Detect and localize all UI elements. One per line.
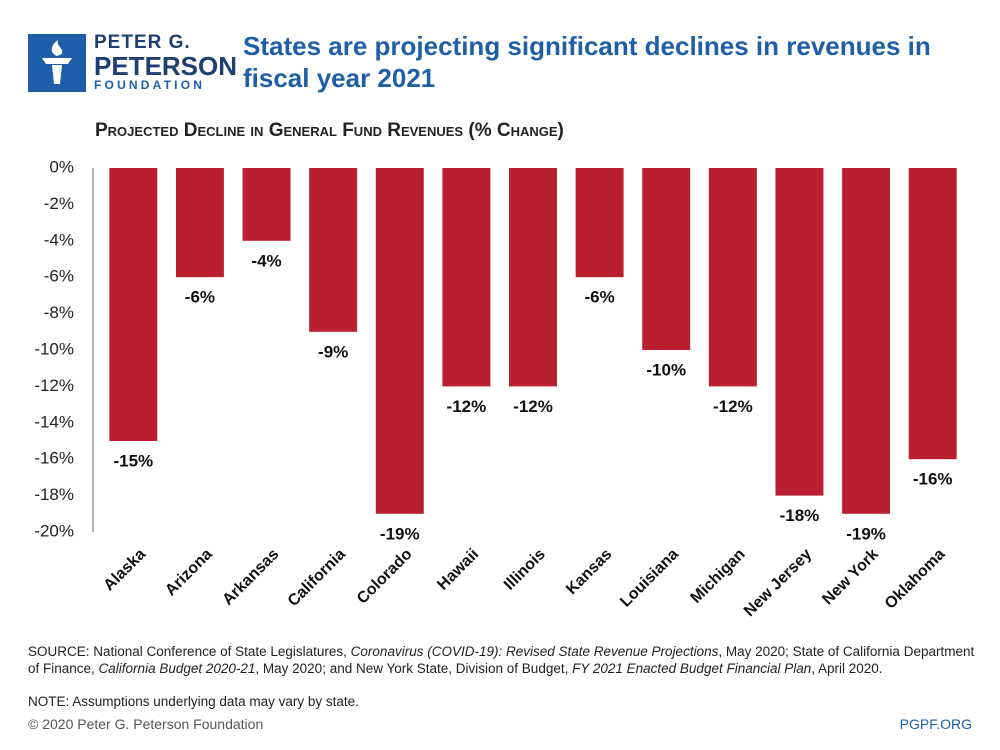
bar xyxy=(375,168,424,514)
y-tick-label: -8% xyxy=(44,303,74,322)
y-tick-label: -2% xyxy=(44,194,74,213)
value-label: -10% xyxy=(646,360,686,379)
x-tick-label: California xyxy=(285,546,349,610)
bar xyxy=(642,168,691,350)
y-tick-label: -16% xyxy=(34,449,74,468)
bar xyxy=(309,168,358,332)
x-tick-label: Colorado xyxy=(354,546,416,608)
value-label: -15% xyxy=(113,451,153,470)
logo-line: PETER G. xyxy=(94,32,191,53)
value-label: -19% xyxy=(846,524,886,543)
value-label: -19% xyxy=(380,524,420,543)
value-label: -16% xyxy=(913,470,953,489)
source-segment: , May 2020; and New York State, Division… xyxy=(255,661,573,676)
x-tick-label: Michigan xyxy=(688,546,749,607)
torch-icon xyxy=(42,40,72,84)
logo-line: PETERSON xyxy=(94,51,238,81)
bar xyxy=(242,168,291,241)
y-tick-label: -4% xyxy=(44,230,74,249)
source-segment: SOURCE: National Conference of State Leg… xyxy=(28,644,351,659)
chart-subtitle: Projected Decline in General Fund Revenu… xyxy=(95,120,564,141)
bar xyxy=(442,168,491,387)
copyright: © 2020 Peter G. Peterson Foundation xyxy=(28,716,264,732)
source-segment: , April 2020. xyxy=(811,661,883,676)
bar xyxy=(842,168,891,514)
source-note: SOURCE: National Conference of State Leg… xyxy=(28,643,978,677)
x-tick-label: Hawaii xyxy=(434,546,482,594)
source-segment: Coronavirus (COVID-19): Revised State Re… xyxy=(350,644,719,659)
x-tick-label: New York xyxy=(819,546,882,609)
bar xyxy=(708,168,757,387)
chart-title: States are projecting significant declin… xyxy=(243,31,931,93)
x-tick-label: Oklahoma xyxy=(882,546,949,613)
x-tick-label: Kansas xyxy=(563,546,615,598)
source-segment: California Budget 2020-21 xyxy=(98,661,256,676)
bar xyxy=(908,168,957,460)
bar xyxy=(509,168,557,387)
value-label: -18% xyxy=(780,506,820,525)
y-tick-label: -20% xyxy=(34,521,74,540)
bar xyxy=(775,168,824,496)
site-link: PGPF.ORG xyxy=(899,716,972,732)
y-tick-label: -14% xyxy=(34,412,74,431)
y-tick-label: 0% xyxy=(49,157,74,176)
bar xyxy=(175,168,224,278)
x-tick-label: Alaska xyxy=(101,546,150,595)
chart: 0% -2% -4% -6% -8% -10% -12% -14% -16% -18% -20% -1… xyxy=(34,157,957,620)
y-tick-label: -12% xyxy=(34,376,74,395)
bar xyxy=(575,168,624,278)
value-label: -12% xyxy=(513,397,553,416)
logo-icon xyxy=(28,34,86,92)
x-tick-label: Arizona xyxy=(162,546,216,600)
logo-line: FOUNDATION xyxy=(94,78,206,92)
value-label: -4% xyxy=(251,251,281,270)
bar xyxy=(109,168,158,441)
y-tick-label: -18% xyxy=(34,485,74,504)
value-label: -6% xyxy=(185,288,215,307)
value-label: -9% xyxy=(318,342,348,361)
x-tick-label: Arkansas xyxy=(219,546,282,609)
source-segment: , May 2020; State of California Departme… xyxy=(28,644,975,676)
source-segment: FY 2021 Enacted Budget Financial Plan xyxy=(572,661,812,676)
value-label: -12% xyxy=(713,397,753,416)
value-label: -12% xyxy=(447,397,487,416)
x-tick-label: Louisiana xyxy=(617,546,682,611)
y-tick-label: -6% xyxy=(44,267,74,286)
x-tick-label: Illinois xyxy=(501,546,549,594)
value-label: -6% xyxy=(584,288,614,307)
y-tick-label: -10% xyxy=(34,339,74,358)
note: NOTE: Assumptions underlying data may va… xyxy=(28,694,359,709)
x-tick-label: New Jersey xyxy=(741,546,815,620)
